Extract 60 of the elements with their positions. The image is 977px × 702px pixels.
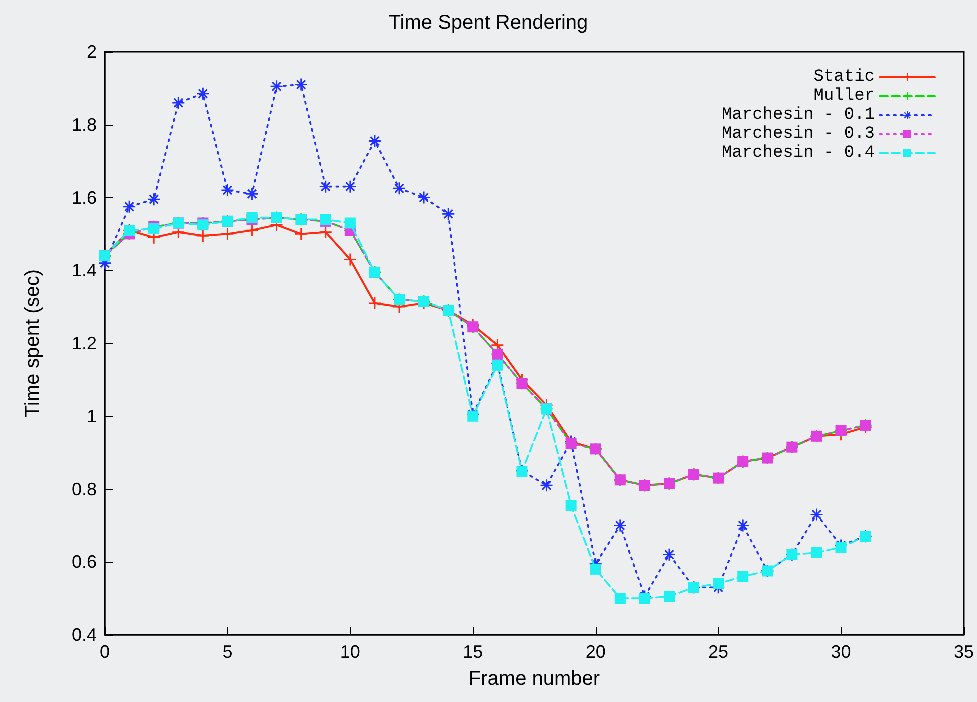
x-tick-label: 30 — [831, 642, 852, 662]
point — [124, 200, 136, 213]
x-tick-label: 35 — [954, 642, 974, 662]
point — [639, 593, 650, 604]
x-axis-title: Frame number — [468, 668, 600, 690]
point — [540, 480, 553, 492]
point — [222, 228, 234, 240]
y-tick-label: 2 — [86, 42, 97, 62]
point — [664, 591, 675, 602]
point — [222, 184, 234, 196]
legend-label: Static — [814, 68, 875, 87]
point — [172, 97, 185, 110]
point — [836, 542, 847, 554]
point — [738, 571, 749, 582]
point — [344, 254, 356, 266]
point — [148, 194, 160, 206]
point — [320, 226, 332, 238]
y-tick-label: 1.4 — [72, 260, 97, 281]
point — [737, 520, 750, 532]
x-tick-label: 10 — [340, 642, 360, 662]
x-tick-label: 20 — [586, 642, 606, 662]
chart-title: Time Spent Rendering — [388, 12, 588, 34]
point — [566, 500, 577, 512]
y-tick-label: 0.4 — [72, 625, 97, 645]
point — [663, 548, 676, 561]
point — [418, 192, 430, 204]
point — [368, 297, 381, 310]
point — [394, 182, 406, 195]
point — [246, 188, 258, 200]
point — [197, 88, 210, 100]
point — [614, 520, 626, 532]
point — [614, 593, 626, 604]
point — [295, 228, 308, 240]
x-tick-label: 15 — [463, 642, 484, 662]
point — [713, 578, 724, 590]
point — [320, 180, 332, 193]
x-tick-label: 25 — [708, 642, 729, 662]
legend-label: Marchesin - 0.4 — [722, 144, 875, 163]
y-tick-label: 1.2 — [72, 334, 97, 354]
legend-label: Marchesin - 0.1 — [722, 106, 875, 125]
point — [442, 208, 455, 220]
point — [344, 180, 356, 193]
point — [368, 135, 381, 148]
y-axis-title: Time spent (sec) — [22, 269, 44, 418]
legend-label: Marchesin - 0.3 — [722, 125, 875, 144]
point — [295, 78, 308, 91]
y-tick-label: 1 — [86, 406, 97, 426]
legend-label: Muller — [814, 87, 875, 106]
point — [811, 548, 822, 559]
point — [810, 508, 823, 521]
x-tick-label: 0 — [100, 642, 110, 662]
point — [246, 224, 258, 237]
y-tick-label: 0.6 — [72, 552, 97, 572]
y-tick-label: 1.8 — [72, 114, 97, 135]
point — [270, 80, 283, 93]
x-tick-label: 5 — [222, 642, 233, 662]
y-tick-label: 1.6 — [72, 188, 97, 208]
y-tick-label: 0.8 — [72, 479, 97, 500]
point — [344, 218, 356, 229]
point — [590, 564, 602, 575]
